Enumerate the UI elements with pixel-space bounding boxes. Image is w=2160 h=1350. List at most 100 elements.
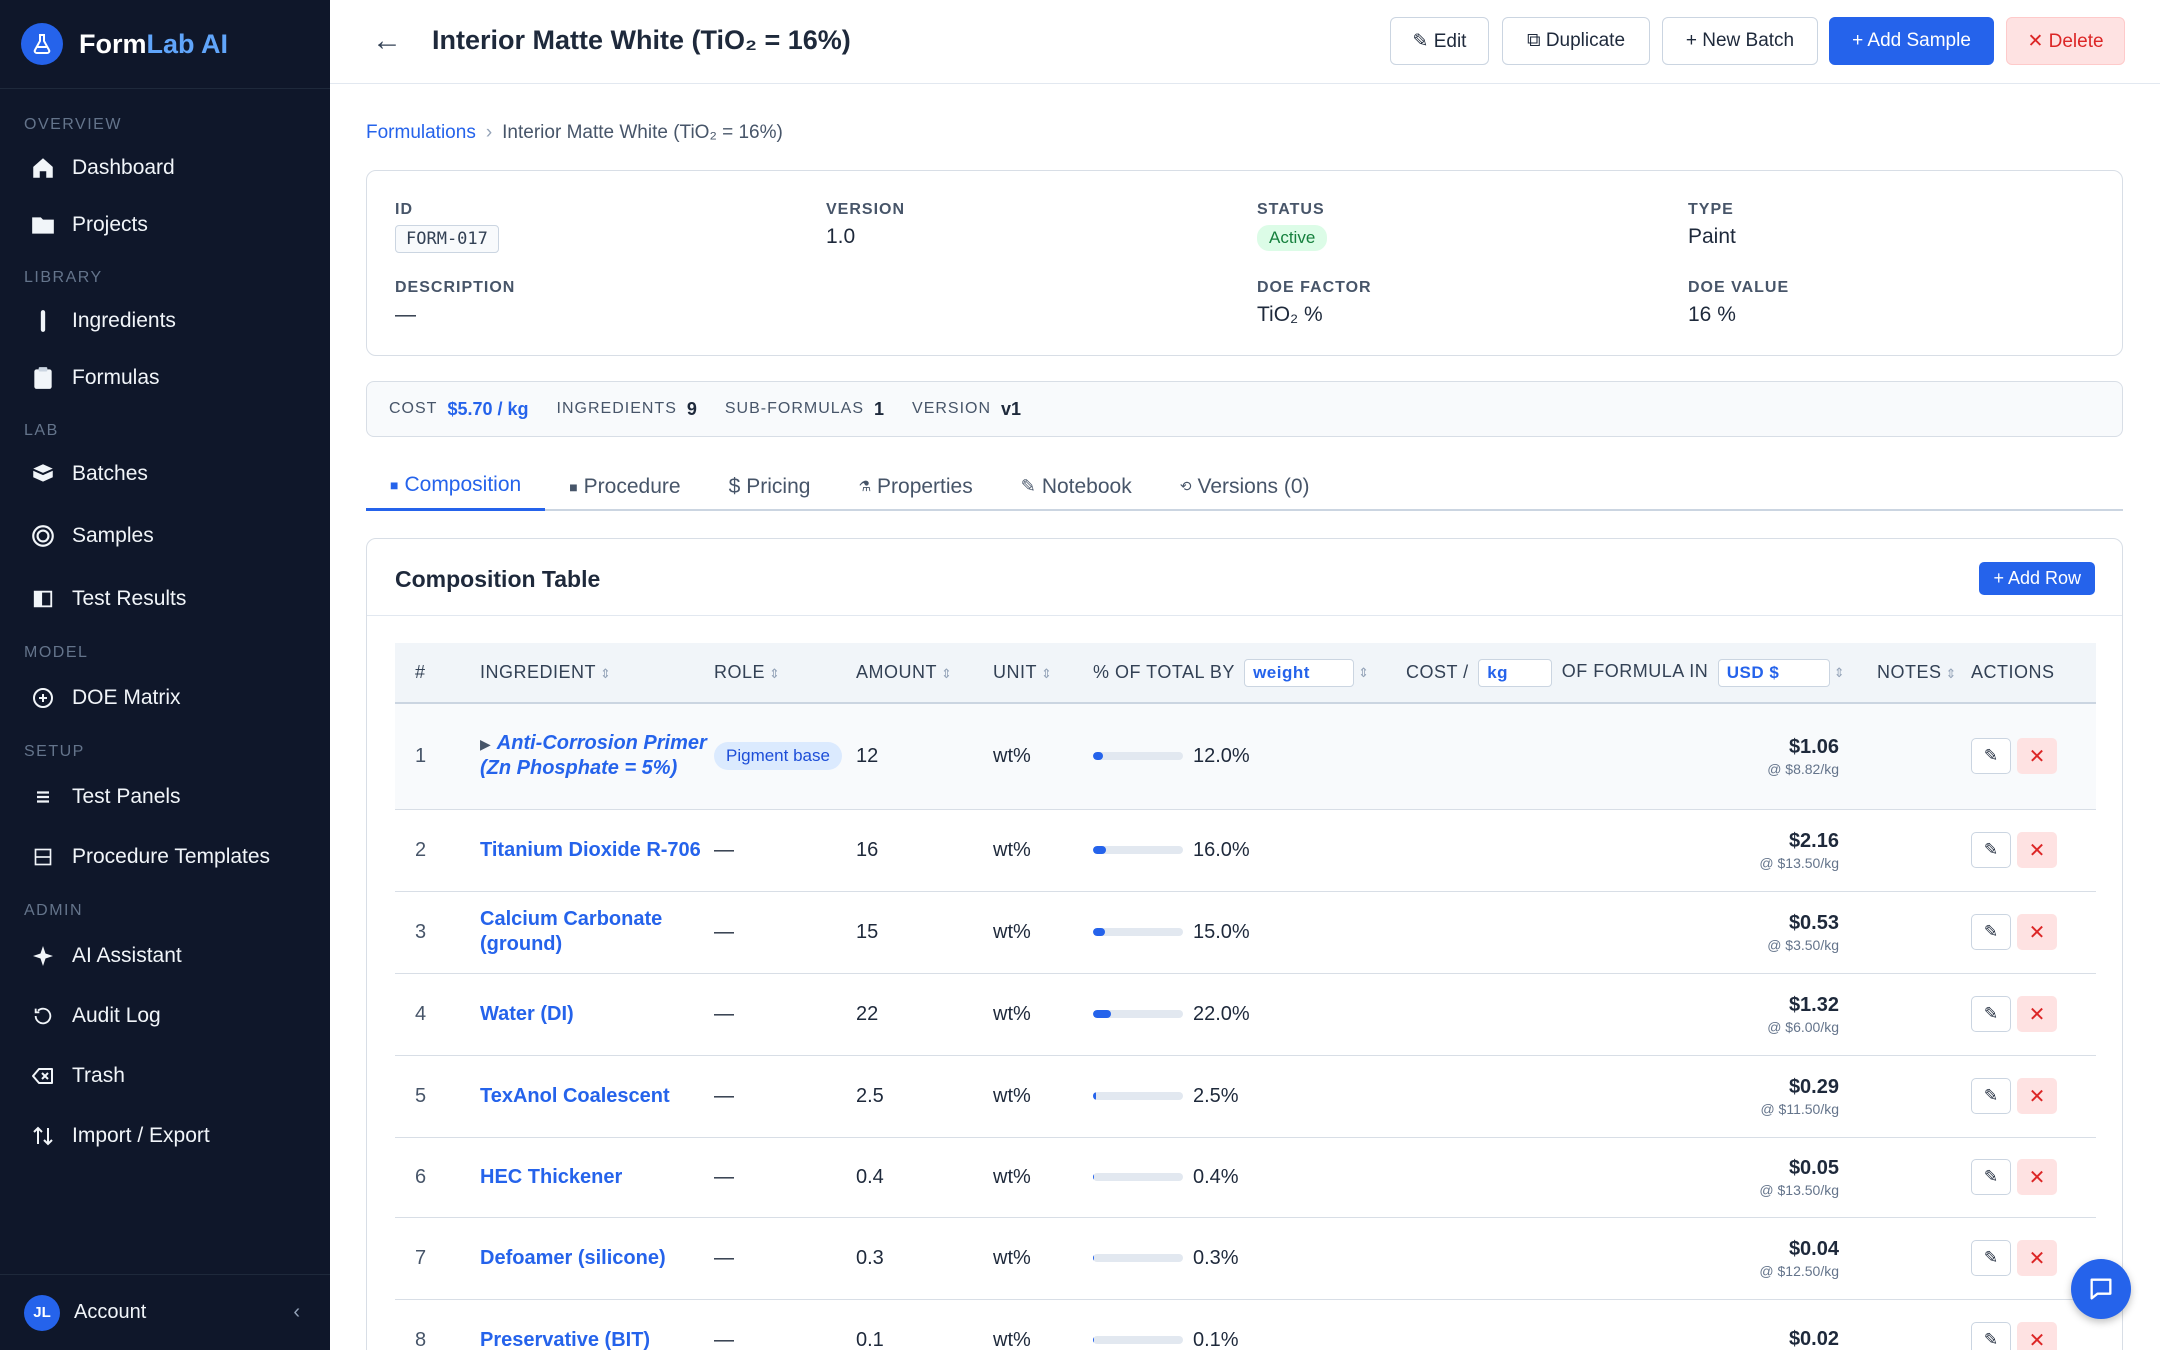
new-batch-button[interactable]: + New Batch [1662, 17, 1818, 65]
composition-title: Composition Table [395, 566, 601, 592]
sidebar-item-batches[interactable]: Batches [0, 448, 330, 500]
edit-row-button[interactable]: ✎ [1971, 996, 2011, 1032]
sidebar-item-samples[interactable]: Samples [0, 510, 330, 562]
delete-row-button[interactable]: ✕ [2017, 1159, 2057, 1195]
amount-cell[interactable]: 0.1 [856, 1299, 993, 1350]
notes-cell[interactable] [1851, 1217, 1971, 1300]
add-row-button[interactable]: + Add Row [1979, 562, 2095, 595]
edit-row-button[interactable]: ✎ [1971, 1159, 2011, 1195]
delete-row-button[interactable]: ✕ [2017, 1322, 2057, 1350]
col-amount[interactable]: AMOUNT ⇕ [856, 643, 993, 704]
sort-icon[interactable]: ⇕ [1358, 665, 1370, 681]
sidebar-item-label: Samples [72, 524, 154, 547]
amount-cell[interactable]: 2.5 [856, 1055, 993, 1138]
tab-pricing[interactable]: $ Pricing [705, 462, 835, 511]
amount-cell[interactable]: 0.4 [856, 1137, 993, 1218]
sidebar-item-trash[interactable]: Trash [0, 1050, 330, 1102]
col-unit[interactable]: UNIT ⇕ [993, 643, 1093, 704]
add-sample-button[interactable]: + Add Sample [1829, 17, 1994, 65]
cost-cell: $1.06 @ $8.82/kg [1406, 703, 1851, 810]
amount-cell[interactable]: 22 [856, 973, 993, 1056]
doe-value-value: 16 % [1688, 303, 1736, 326]
collapse-sidebar-icon[interactable]: ‹ [293, 1301, 300, 1323]
edit-row-button[interactable]: ✎ [1971, 1078, 2011, 1114]
ingredient-link[interactable]: Water (DI) [480, 1002, 574, 1025]
col-ingredient[interactable]: INGREDIENT ⇕ [480, 643, 714, 704]
role-cell: Pigment base [714, 703, 856, 810]
brand[interactable]: FormLab AI [0, 0, 330, 89]
sidebar-item-test-panels[interactable]: Test Panels [0, 771, 330, 823]
notes-cell[interactable] [1851, 1055, 1971, 1138]
sidebar-item-audit-log[interactable]: Audit Log [0, 990, 330, 1042]
amount-cell[interactable]: 12 [856, 703, 993, 810]
breadcrumb: Formulations › Interior Matte White (TiO… [366, 122, 783, 144]
notes-cell[interactable] [1851, 703, 1971, 810]
ingredient-link[interactable]: Titanium Dioxide R-706 [480, 838, 701, 861]
ingredient-link[interactable]: Calcium Carbonate (ground) [480, 908, 663, 955]
delete-row-button[interactable]: ✕ [2017, 1078, 2057, 1114]
delete-row-button[interactable]: ✕ [2017, 914, 2057, 950]
amount-cell[interactable]: 16 [856, 809, 993, 892]
ingredient-link[interactable]: Defoamer (silicone) [480, 1246, 666, 1269]
ingredient-link[interactable]: Preservative (BIT) [480, 1328, 651, 1350]
delete-button[interactable]: ✕ Delete [2006, 17, 2125, 65]
notes-cell[interactable] [1851, 891, 1971, 974]
col-role[interactable]: ROLE ⇕ [714, 643, 856, 704]
sidebar-item-formulas[interactable]: Formulas [0, 352, 330, 404]
role-cell: — [714, 1137, 856, 1218]
tab-procedure[interactable]: ■ Procedure [545, 462, 704, 511]
sort-icon[interactable]: ⇕ [1833, 665, 1846, 681]
edit-row-button[interactable]: ✎ [1971, 738, 2011, 775]
ingredient-link[interactable]: TexAnol Coalescent [480, 1084, 670, 1107]
delete-row-button[interactable]: ✕ [2017, 1240, 2057, 1276]
sidebar-item-ingredients[interactable]: Ingredients [0, 295, 330, 347]
notes-cell[interactable] [1851, 1299, 1971, 1350]
edit-row-button[interactable]: ✎ [1971, 1240, 2011, 1276]
amount-cell[interactable]: 0.3 [856, 1217, 993, 1300]
role-cell: — [714, 973, 856, 1056]
delete-row-button[interactable]: ✕ [2017, 738, 2057, 775]
edit-row-button[interactable]: ✎ [1971, 832, 2011, 868]
expand-icon[interactable]: ▶ [480, 736, 491, 753]
notes-cell[interactable] [1851, 809, 1971, 892]
sidebar-item-doe-matrix[interactable]: DOE Matrix [0, 672, 330, 724]
tab-notebook[interactable]: ✎ Notebook [997, 462, 1156, 511]
delete-row-button[interactable]: ✕ [2017, 996, 2057, 1032]
chat-button[interactable] [2071, 1259, 2131, 1319]
currency-select[interactable]: USD $ [1717, 658, 1830, 687]
col-cost-mid-label: OF FORMULA IN [1561, 661, 1709, 682]
sidebar-item-import-export[interactable]: Import / Export [0, 1110, 330, 1162]
duplicate-button[interactable]: ⧉ Duplicate [1502, 17, 1650, 65]
notes-cell[interactable] [1851, 1137, 1971, 1218]
edit-button[interactable]: ✎ Edit [1390, 17, 1489, 65]
ingredient-link[interactable]: Anti-Corrosion Primer (Zn Phosphate = 5%… [480, 732, 707, 780]
sidebar-item-projects[interactable]: Projects [0, 199, 330, 251]
pct-value: 0.3% [1193, 1246, 1239, 1269]
field-type: TYPE Paint [1688, 201, 1736, 249]
notes-cell[interactable] [1851, 973, 1971, 1056]
back-arrow-icon[interactable]: ← [372, 24, 402, 57]
sidebar-item-label: Procedure Templates [72, 845, 271, 868]
pct-basis-select[interactable]: weight [1244, 658, 1355, 687]
col-notes[interactable]: NOTES ⇕ [1851, 643, 1971, 704]
amount-cell[interactable]: 15 [856, 891, 993, 974]
account-menu[interactable]: JL Account ‹ [0, 1274, 330, 1350]
tab-composition[interactable]: ■ Composition [366, 462, 546, 511]
edit-row-button[interactable]: ✎ [1971, 1322, 2011, 1350]
breadcrumb-formulations[interactable]: Formulations [366, 122, 476, 143]
tab-versions[interactable]: ⟲ Versions (0) [1156, 462, 1334, 511]
ingredient-link[interactable]: HEC Thickener [480, 1165, 623, 1188]
sidebar-item-test-results[interactable]: Test Results [0, 573, 330, 625]
sidebar-item-ai-assistant[interactable]: AI Assistant [0, 930, 330, 982]
row-number: 4 [395, 973, 480, 1056]
tab-properties[interactable]: ⚗ Properties [834, 462, 996, 511]
sidebar-item-dashboard[interactable]: Dashboard [0, 142, 330, 194]
cost-unit-select[interactable]: kg [1478, 658, 1553, 687]
sidebar-item-procedure-templates[interactable]: Procedure Templates [0, 831, 330, 883]
col-cost: COST / kg OF FORMULA IN USD $ ⇕ [1406, 643, 1851, 704]
type-value: Paint [1688, 225, 1736, 248]
edit-row-button[interactable]: ✎ [1971, 914, 2011, 950]
delete-row-button[interactable]: ✕ [2017, 832, 2057, 868]
list-icon: ■ [569, 478, 578, 495]
sidebar-item-label: Trash [72, 1064, 125, 1087]
